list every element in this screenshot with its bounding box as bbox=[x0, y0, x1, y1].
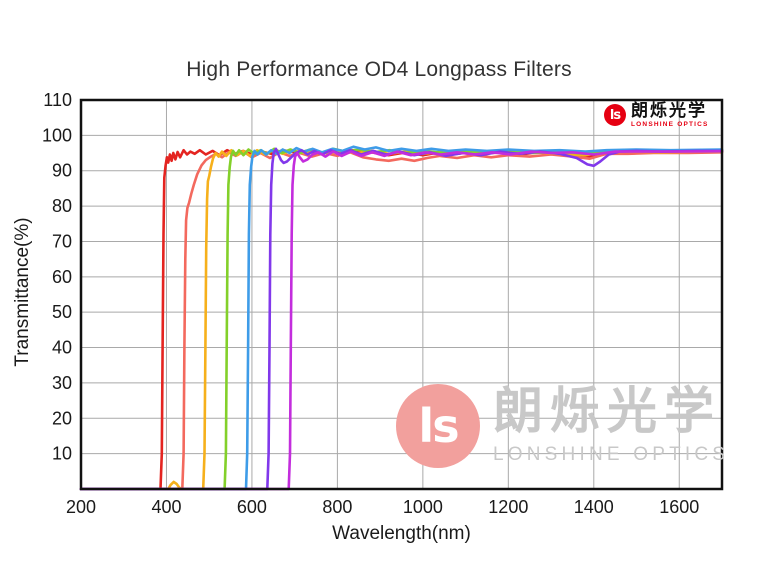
plot-border bbox=[79, 98, 724, 491]
y-tick-label: 110 bbox=[43, 90, 72, 110]
y-tick-label: 60 bbox=[52, 267, 72, 287]
x-tick-label: 400 bbox=[151, 497, 181, 517]
series-curve-400nm bbox=[79, 148, 724, 491]
brand-name-english: LONSHINE OPTICS bbox=[631, 121, 709, 128]
brand-logo: ls 朗烁光学 LONSHINE OPTICS bbox=[604, 102, 709, 128]
x-tick-label: 200 bbox=[66, 497, 96, 517]
y-tick-label: 70 bbox=[52, 231, 72, 251]
series-curve-600nm bbox=[79, 145, 724, 491]
x-tick-label: 1000 bbox=[403, 497, 443, 517]
chart-title: High Performance OD4 Longpass Filters bbox=[186, 58, 572, 81]
x-tick-label: 1600 bbox=[659, 497, 699, 517]
x-tick-label: 1200 bbox=[488, 497, 528, 517]
y-tick-label: 100 bbox=[42, 125, 72, 145]
y-tick-label: 40 bbox=[52, 338, 72, 358]
brand-name-chinese: 朗烁光学 bbox=[631, 101, 707, 120]
series-curve-650nm bbox=[79, 147, 724, 491]
y-tick-label: 80 bbox=[52, 196, 72, 216]
series-curve-450nm bbox=[79, 150, 724, 491]
x-tick-label: 600 bbox=[237, 497, 267, 517]
x-tick-label: 1400 bbox=[574, 497, 614, 517]
series-curve-500nm bbox=[79, 148, 724, 491]
series-curve-550nm bbox=[79, 147, 724, 491]
y-axis-title: Transmittance(%) bbox=[12, 217, 33, 367]
x-axis-title: Wavelength(nm) bbox=[332, 523, 471, 544]
lonshine-monogram-icon: ls bbox=[604, 104, 626, 126]
series-curve-700nm bbox=[79, 150, 724, 491]
y-tick-label: 90 bbox=[52, 161, 72, 181]
y-tick-label: 50 bbox=[52, 302, 72, 322]
monogram-text: ls bbox=[609, 107, 621, 123]
y-tick-label: 20 bbox=[52, 408, 72, 428]
y-tick-label: 30 bbox=[52, 373, 72, 393]
x-tick-label: 800 bbox=[322, 497, 352, 517]
y-tick-label: 10 bbox=[52, 444, 72, 464]
